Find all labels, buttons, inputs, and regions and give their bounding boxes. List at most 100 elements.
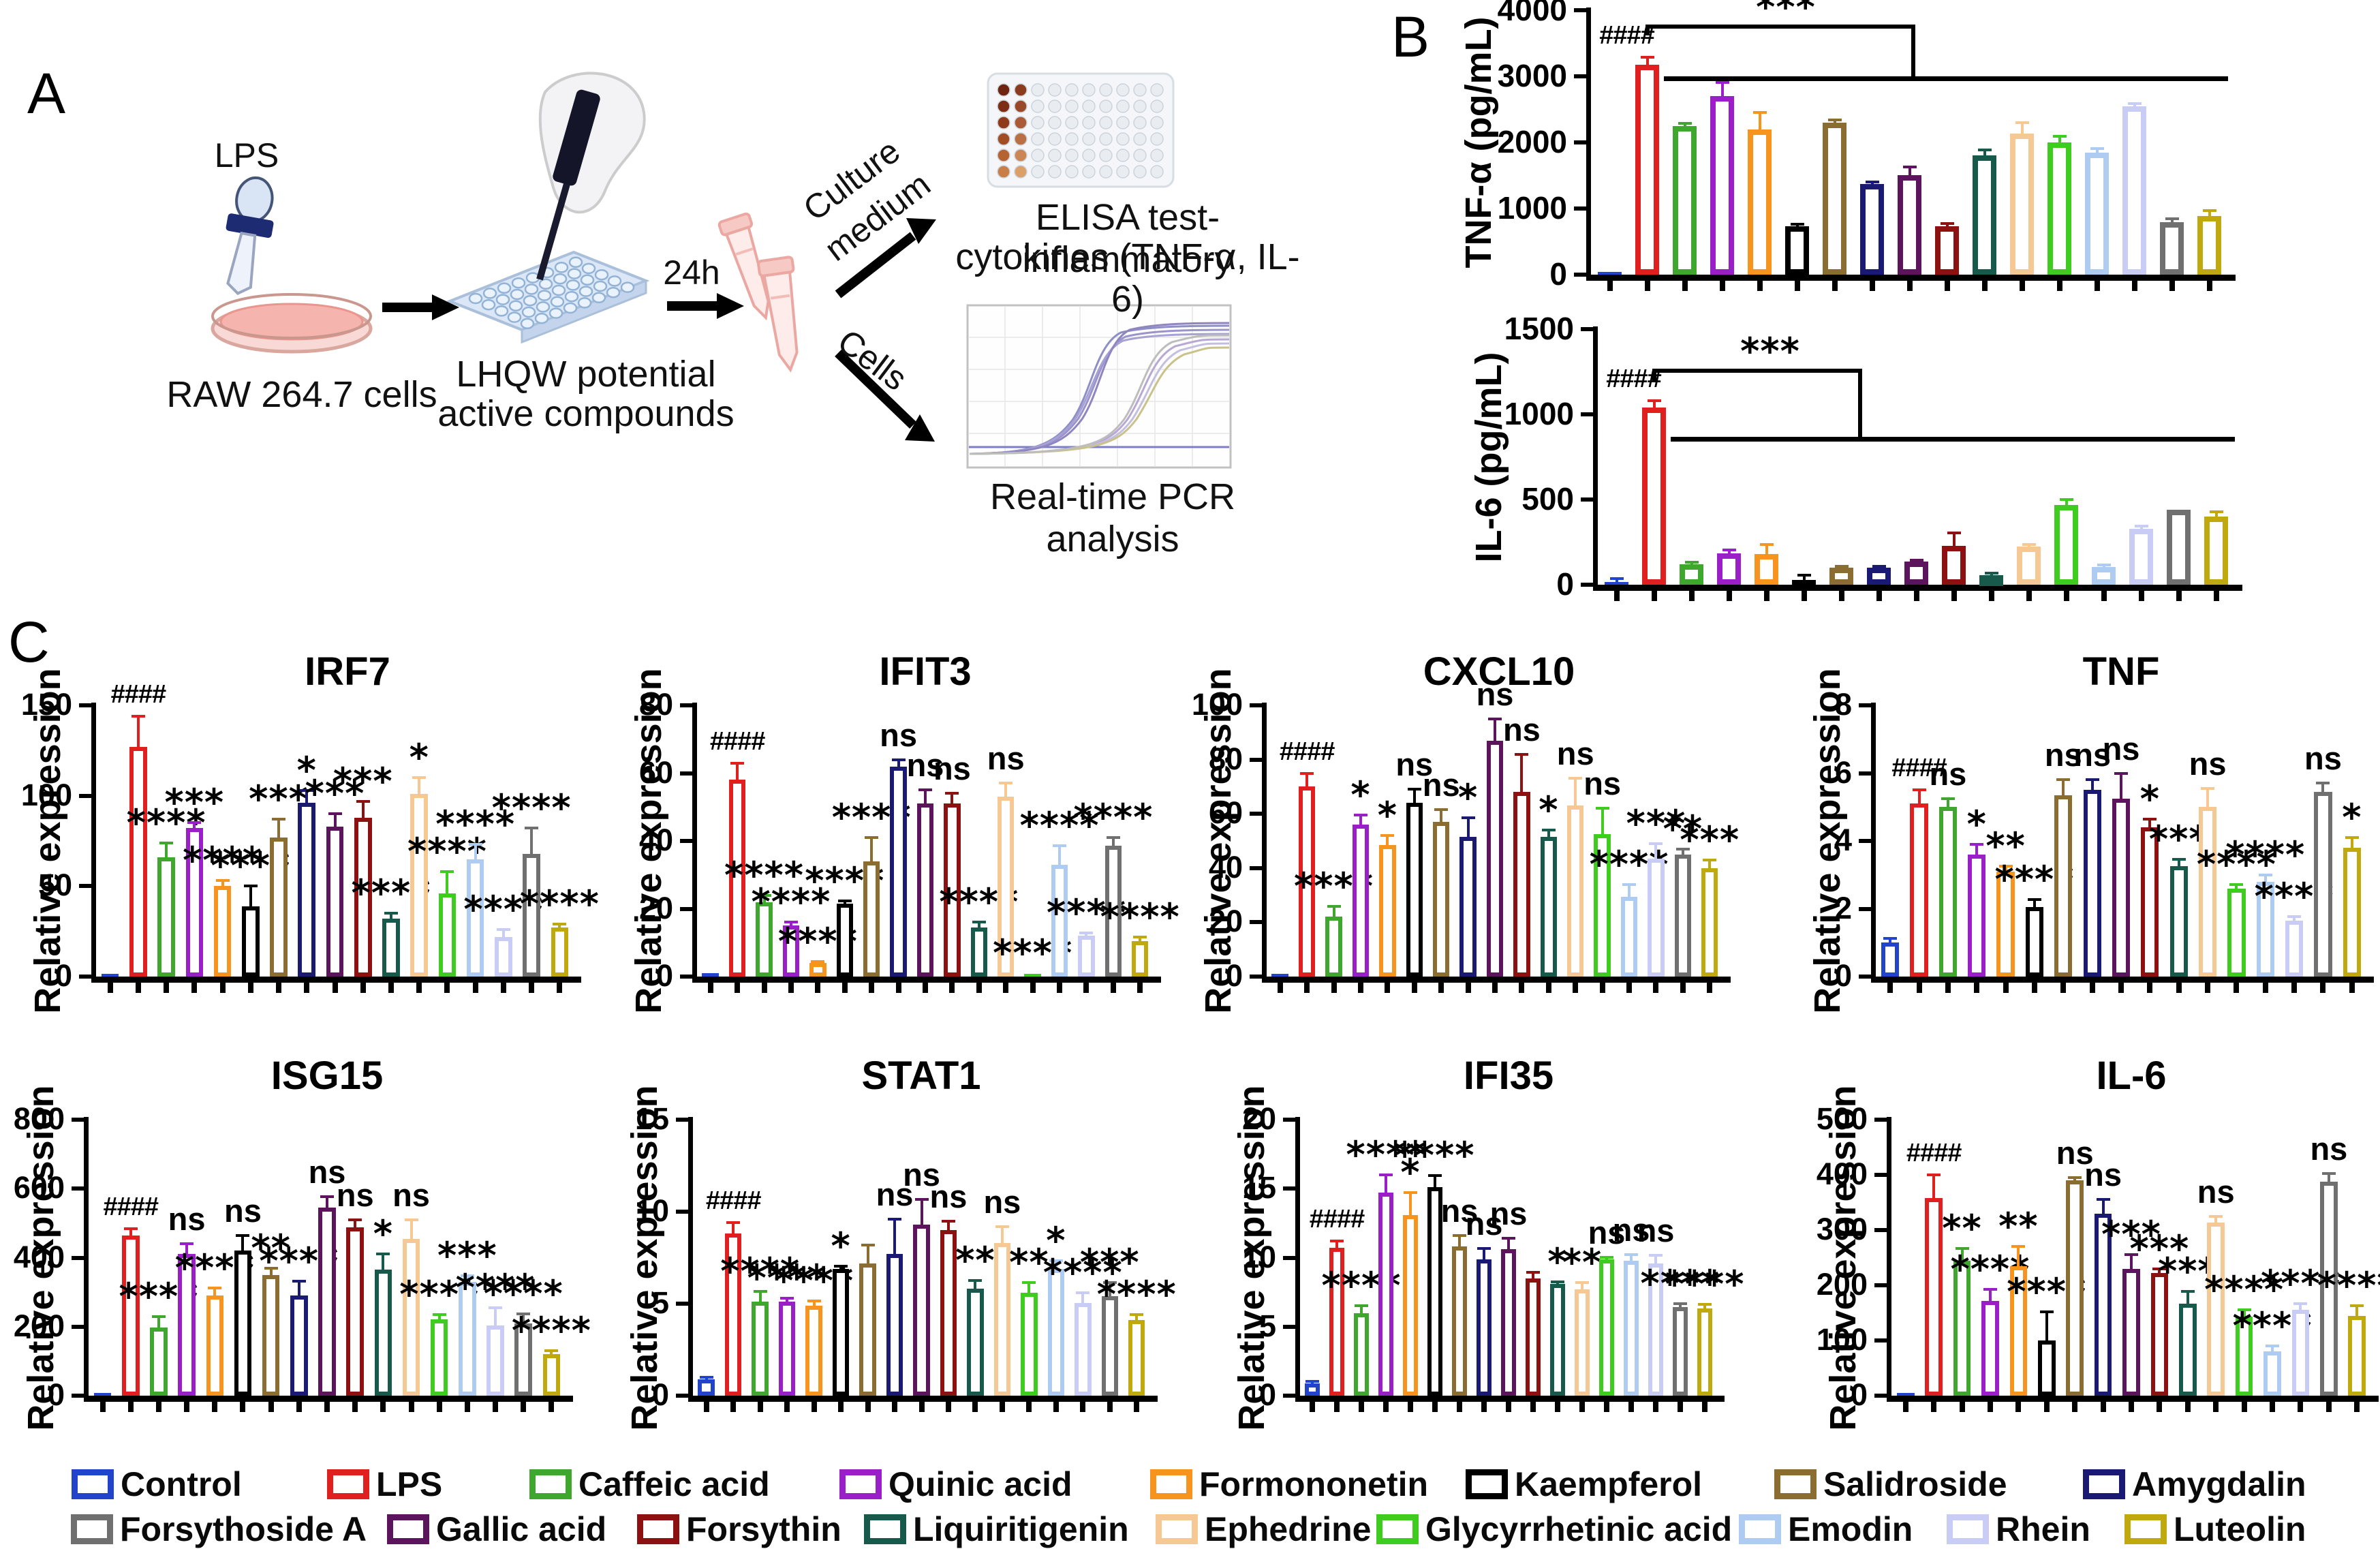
bar-ifi35-salidroside [1451,1246,1468,1396]
x-tick [2129,1402,2134,1412]
sig-ifi35-kaempferol: **** [1395,1134,1475,1177]
error-bar-ifi35-caffeic-acid [1360,1306,1363,1315]
error-bar-il6_pcr-quinic-acid [1988,1289,1992,1302]
error-bar-tnf-glycyrrhetinic-acid [2235,884,2238,890]
error-bar-isg15-rhein [494,1307,497,1328]
y-tick [79,884,91,889]
error-bar-isg15-luteolin [550,1351,553,1356]
x-tick [1757,281,1763,291]
error-bar-irf7-salidroside [277,819,281,839]
x-tick [1137,983,1143,993]
y-tick-label: 0 [1834,958,1852,993]
sig-irf7-salidroside: *** [249,778,309,821]
y-tick [72,1186,84,1191]
x-tick [1057,983,1063,993]
error-cap [2287,915,2302,918]
error-bar-ifit3-kaempferol [843,901,846,906]
x-tick [1902,1402,1908,1412]
bar-ifi35-kaempferol [1427,1187,1443,1396]
error-cap [1130,1313,1144,1317]
error-bar-ifi35-glycyrrhetinic-acid [1605,1257,1608,1261]
sig-stat1-forsythin: ns [929,1178,968,1214]
error-cap [1379,1174,1393,1176]
y-tick-label: 100 [20,777,72,812]
x-tick [1457,1402,1462,1412]
x-tick [918,1402,925,1412]
x-tick [1481,1402,1487,1412]
x-tick [2131,281,2137,291]
error-cap [1703,858,1717,861]
error-cap [1568,777,1583,780]
error-bar-cxcl10-glycyrrhetinic-acid [1601,808,1604,836]
x-tick [1357,983,1363,993]
y-axis-ifi35 [1295,1117,1300,1402]
x-tick [2157,1402,2163,1412]
sig-il6_pcr-salidroside: ns [2056,1135,2094,1171]
x-tick [1030,983,1036,993]
sig-il6_pcr-forsythin: *** [2129,1227,2190,1270]
error-cap [1909,558,1923,562]
bar-tnfa_elisa-lps [1635,64,1659,275]
bar-cxcl10-rhein [1648,858,1665,977]
error-bar-irf7-caffeic-acid [165,842,168,859]
bar-il6_elisa-luteolin [2204,517,2228,585]
bracket-line [1911,25,1915,76]
legend-swatch-gallic-acid-icon [387,1514,429,1544]
x-tick [784,1402,790,1412]
x-tick [1887,983,1894,993]
error-bar-ifi35-luteolin [1703,1304,1706,1310]
error-cap [888,1217,902,1221]
sig-ifit3-quinic-acid: **** [751,880,831,924]
sig-isg15-emodin: *** [437,1233,497,1277]
x-tick [107,983,113,993]
error-bar-il6_elisa-liquiritigenin [1990,573,1993,577]
y-tick [1574,273,1586,277]
y-tick [1250,812,1262,816]
error-cap [2134,524,2148,527]
legend-swatch-salidroside-icon [1774,1469,1817,1499]
bracket-line [1664,76,2228,81]
error-bar-tnf-luteolin [2350,838,2353,849]
x-tick [757,1402,763,1412]
y-tick-label: 0 [655,958,673,993]
x-tick [352,1402,358,1412]
error-bar-tnf-forsythoside-a [2321,783,2325,793]
sig-isg15-liquiritigenin: * [373,1212,393,1256]
error-bar-ifit3-caffeic-acid [762,895,766,904]
bar-isg15-formononetin [206,1295,224,1396]
error-bar-irf7-quinic-acid [193,823,196,830]
sig-ifi35-quinic-acid: **** [1346,1133,1426,1176]
y-tick-label: 400 [13,1239,65,1274]
y-tick [1250,757,1262,762]
error-bar-tnf-forsythin [2148,818,2152,829]
y-tick-label: 150 [20,687,72,722]
x-tick [1945,983,1951,993]
y-tick [1250,975,1262,979]
error-bar-isg15-gallic-acid [326,1196,328,1210]
bar-isg15-lps [122,1235,140,1396]
x-tick [1383,1402,1389,1412]
sig-ifi35-liquiritigenin: * [1547,1240,1568,1283]
sig-irf7-ephedrine: * [409,736,429,780]
bar-il6_elisa-caffeic-acid [1680,564,1703,585]
bar-isg15-salidroside [262,1274,280,1396]
bar-stat1-emodin [1047,1268,1065,1396]
error-bar-il6_elisa-control [1615,579,1618,584]
x-tick [2349,983,2355,993]
error-bar-il6_elisa-salidroside [1840,566,1843,569]
bar-ifit3-liquiritigenin [970,927,988,977]
error-cap [215,879,230,883]
error-bar-il6_elisa-caffeic-acid [1690,562,1693,566]
x-tick [838,1402,844,1412]
pipette-icon [536,72,646,281]
bar-stat1-formononetin [805,1305,822,1396]
error-bar-il6_elisa-glycyrrhetinic-acid [2065,500,2068,506]
y-tick [1874,1228,1887,1232]
bar-il6_elisa-gallic-acid [1904,562,1928,585]
error-cap [496,928,510,931]
error-bar-il6_pcr-forsythoside-a [2327,1173,2330,1183]
y-tick [72,1394,84,1398]
bar-tnf-quinic-acid [1968,854,1986,977]
legend-swatch-formononetin-icon [1150,1469,1192,1499]
error-cap [1827,119,1842,122]
